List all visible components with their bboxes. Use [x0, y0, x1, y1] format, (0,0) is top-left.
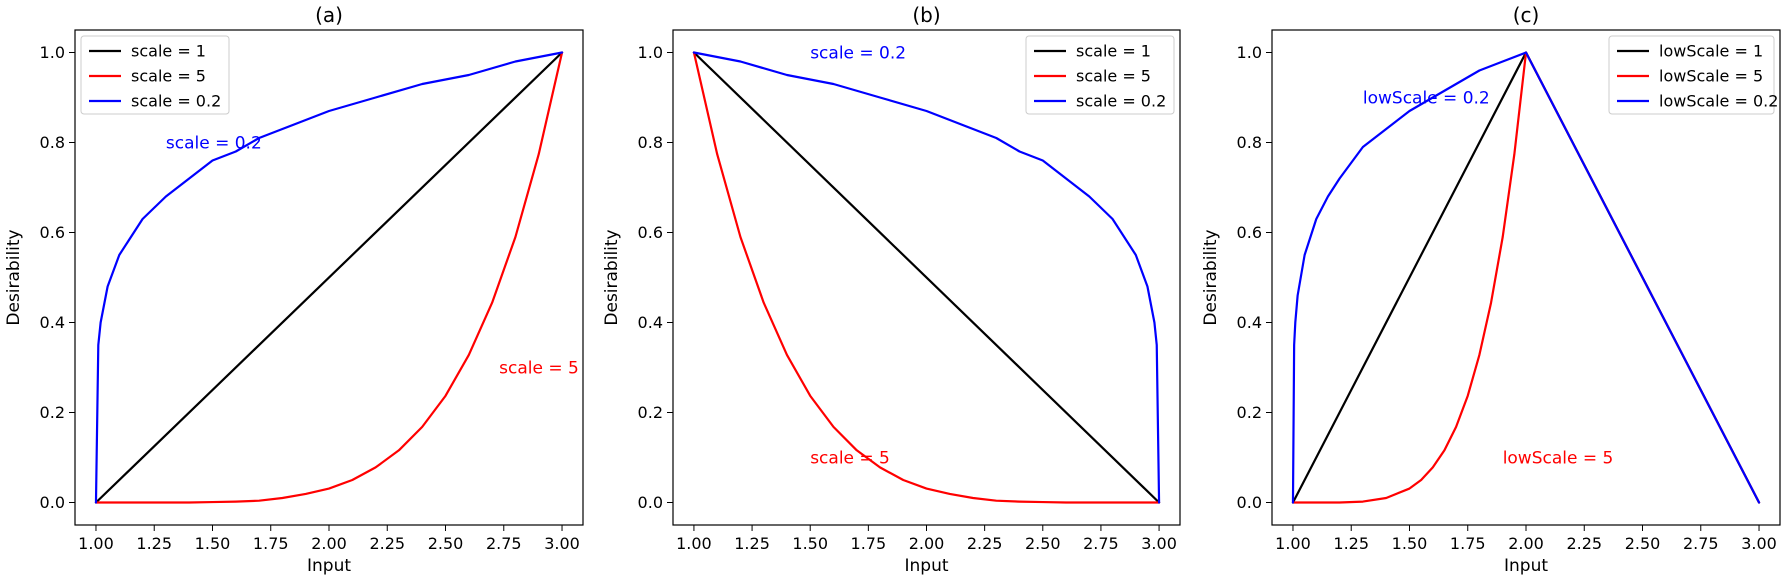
x-tick-label: 1.50	[195, 534, 231, 553]
annotation-label: scale = 5	[499, 359, 579, 379]
legend-box	[1025, 35, 1175, 115]
legend-label-1: lowScale = 5	[1659, 67, 1763, 86]
x-tick-label: 2.00	[1508, 534, 1544, 553]
annotation-label: scale = 0.2	[166, 134, 262, 154]
x-axis-label: Input	[1504, 556, 1548, 576]
x-tick-label: 1.00	[1275, 534, 1311, 553]
legend: lowScale = 1 lowScale = 5 lowScale = 0.2	[1608, 35, 1778, 115]
series-line-2	[94, 51, 564, 504]
legend-box	[1608, 35, 1775, 115]
y-tick-label: 0.4	[40, 313, 65, 332]
y-tick-label: 1.0	[638, 43, 663, 62]
x-tick-label: 2.25	[967, 534, 1003, 553]
x-tick-label: 2.75	[1083, 534, 1119, 553]
x-tick-label: 3.00	[1741, 534, 1777, 553]
x-tick-label: 2.75	[1683, 534, 1719, 553]
annotation-label: scale = 5	[810, 449, 890, 469]
y-tick-label: 0.4	[638, 313, 663, 332]
y-tick-label: 0.2	[638, 403, 663, 422]
y-axis-label: Desirability	[4, 229, 24, 325]
annotation-label: lowScale = 0.2	[1363, 89, 1490, 109]
legend-label-0: lowScale = 1	[1659, 42, 1763, 61]
x-tick-label: 2.00	[311, 534, 347, 553]
x-tick-label: 1.50	[792, 534, 828, 553]
x-tick-label: 1.50	[1392, 534, 1428, 553]
panel-title: (c)	[1513, 3, 1540, 27]
y-tick-label: 0.2	[1237, 403, 1262, 422]
y-tick-label: 0.6	[638, 223, 663, 242]
series-line-2	[1291, 51, 1761, 504]
series-line-1	[692, 51, 1161, 504]
x-tick-label: 2.75	[486, 534, 522, 553]
x-tick-label: 2.25	[369, 534, 405, 553]
legend-label-2: scale = 0.2	[131, 92, 221, 111]
x-tick-label: 2.25	[1566, 534, 1602, 553]
annotation-label: lowScale = 5	[1503, 449, 1614, 469]
series-line-0	[692, 51, 1161, 504]
y-tick-label: 0.8	[638, 133, 663, 152]
x-tick-label: 1.25	[734, 534, 770, 553]
legend-label-2: scale = 0.2	[1076, 92, 1166, 111]
x-tick-label: 3.00	[1141, 534, 1177, 553]
y-tick-label: 0.2	[40, 403, 65, 422]
x-axis-label: Input	[904, 556, 948, 576]
x-tick-label: 1.00	[78, 534, 114, 553]
y-tick-label: 1.0	[1237, 43, 1262, 62]
y-tick-label: 0.8	[40, 133, 65, 152]
x-axis-label: Input	[307, 556, 351, 576]
panel-title: (a)	[315, 3, 343, 27]
x-tick-label: 2.50	[1625, 534, 1661, 553]
x-tick-label: 1.25	[1333, 534, 1369, 553]
x-tick-label: 2.50	[428, 534, 464, 553]
chart-panel-0: 1.00 1.25 1.50 1.75 2.00 2.25 2.50 2.75 3.00 0.0 0…	[4, 3, 584, 576]
x-tick-label: 1.25	[136, 534, 172, 553]
y-tick-label: 0.8	[1237, 133, 1262, 152]
y-tick-label: 0.0	[40, 493, 65, 512]
series-line-2	[692, 51, 1161, 504]
y-tick-label: 1.0	[40, 43, 65, 62]
legend-box	[80, 35, 230, 115]
y-axis-label: Desirability	[602, 229, 622, 325]
x-tick-label: 1.75	[1450, 534, 1486, 553]
series-line-1	[94, 51, 564, 504]
series-line-1	[1291, 51, 1761, 504]
x-tick-label: 1.75	[253, 534, 289, 553]
y-tick-label: 0.6	[40, 223, 65, 242]
chart-panel-1: 1.00 1.25 1.50 1.75 2.00 2.25 2.50 2.75 3.00 0.0 0…	[602, 3, 1181, 576]
legend-label-0: scale = 1	[131, 42, 206, 61]
chart-panel-2: 1.00 1.25 1.50 1.75 2.00 2.25 2.50 2.75 3.00 0.0 0…	[1201, 3, 1781, 576]
x-tick-label: 1.75	[851, 534, 887, 553]
y-axis-label: Desirability	[1201, 229, 1221, 325]
y-tick-label: 0.0	[638, 493, 663, 512]
x-tick-label: 1.00	[676, 534, 712, 553]
annotation-label: scale = 0.2	[810, 44, 906, 64]
y-tick-label: 0.4	[1237, 313, 1262, 332]
legend: scale = 1 scale = 5 scale = 0.2	[80, 35, 230, 115]
x-tick-label: 2.00	[909, 534, 945, 553]
legend-label-2: lowScale = 0.2	[1659, 92, 1778, 111]
series-line-0	[1291, 51, 1761, 504]
legend-label-1: scale = 5	[131, 67, 206, 86]
y-tick-label: 0.6	[1237, 223, 1262, 242]
legend: scale = 1 scale = 5 scale = 0.2	[1025, 35, 1175, 115]
panel-title: (b)	[912, 3, 940, 27]
legend-label-0: scale = 1	[1076, 42, 1151, 61]
series-line-0	[94, 51, 564, 504]
y-tick-label: 0.0	[1237, 493, 1262, 512]
x-tick-label: 2.50	[1025, 534, 1061, 553]
x-tick-label: 3.00	[544, 534, 580, 553]
legend-label-1: scale = 5	[1076, 67, 1151, 86]
